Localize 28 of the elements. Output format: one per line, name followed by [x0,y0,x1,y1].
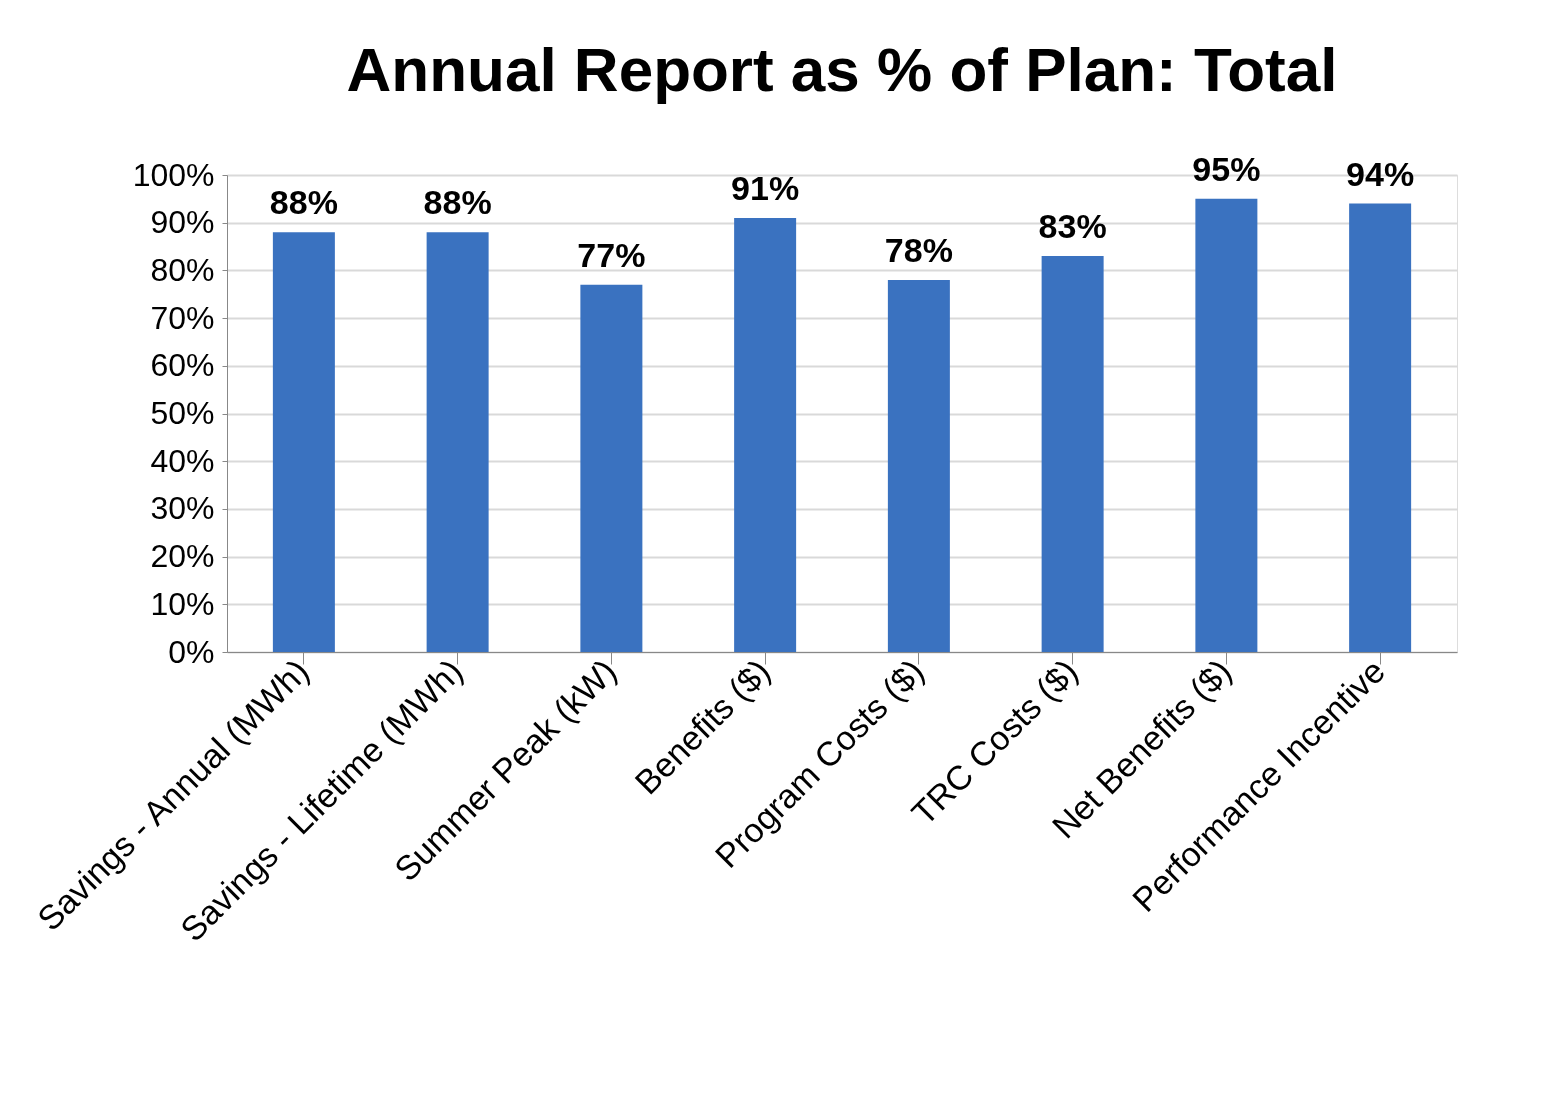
bar [1041,256,1104,652]
y-tick-label: 20% [150,538,215,575]
data-label: 95% [1192,149,1261,188]
y-tick-label: 80% [150,251,215,288]
bar [1349,203,1412,652]
data-label: 91% [731,168,800,207]
bar [580,284,643,652]
y-tick-label: 90% [150,204,215,241]
data-label: 78% [884,230,953,269]
bar [734,217,797,652]
chart-title: Annual Report as % of Plan: Total [346,34,1338,104]
y-tick-label: 0% [168,633,215,670]
data-label: 94% [1346,154,1415,193]
data-label: 77% [577,235,646,274]
y-tick-label: 50% [150,395,215,431]
y-tick-label: 60% [150,347,215,384]
data-label: 83% [1038,207,1107,246]
bar [426,232,489,652]
data-label: 88% [423,183,492,222]
bar [272,232,335,652]
y-tick-label: 30% [150,490,215,527]
y-tick-label: 100% [132,156,215,193]
y-tick-label: 40% [150,442,215,479]
bar [887,279,950,652]
y-tick-label: 70% [150,299,215,336]
data-label: 88% [269,183,338,222]
bar [1195,198,1258,652]
y-tick-label: 10% [150,585,215,622]
